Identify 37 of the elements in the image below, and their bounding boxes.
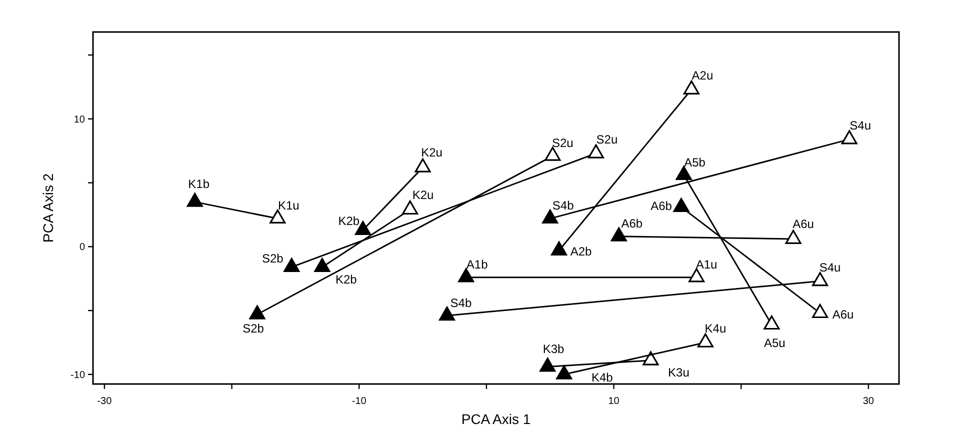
annotation: K4b bbox=[591, 370, 614, 385]
annotation: K2u bbox=[412, 188, 434, 202]
x-tick-label: 30 bbox=[862, 396, 874, 407]
annotation: K1b bbox=[188, 177, 210, 192]
x-tick-label: 10 bbox=[608, 396, 620, 407]
y-axis-title: PCA Axis 2 bbox=[40, 173, 56, 243]
y-tick-label: 10 bbox=[74, 114, 86, 126]
annotation: K4u bbox=[704, 322, 726, 336]
annotation: K3b bbox=[542, 342, 565, 356]
annotation: K3u bbox=[668, 366, 690, 380]
annotation: S2b bbox=[242, 322, 264, 336]
annotation: A6b bbox=[650, 199, 672, 214]
annotation: K2b bbox=[338, 214, 360, 228]
x-axis-title: PCA Axis 1 bbox=[461, 411, 531, 427]
y-tick-label: -10 bbox=[70, 370, 86, 381]
annotation: S2b bbox=[262, 251, 284, 266]
annotation: A2u bbox=[692, 68, 714, 83]
annotation: A6u bbox=[832, 307, 854, 322]
annotation: S4b bbox=[450, 296, 472, 310]
x-tick-label: -10 bbox=[352, 396, 367, 407]
y-tick-label: 0 bbox=[79, 242, 86, 254]
annotation: A2b bbox=[570, 244, 592, 259]
annotation: A6b bbox=[621, 216, 643, 231]
annotation: A1u bbox=[696, 258, 718, 272]
annotation: S4u bbox=[819, 260, 841, 274]
x-tick-label: -30 bbox=[97, 396, 112, 407]
annotation: K2b bbox=[336, 272, 358, 286]
annotation: A6u bbox=[792, 217, 814, 232]
annotation: S2u bbox=[552, 136, 574, 150]
annotation: S4u bbox=[850, 118, 872, 133]
annotation: S4b bbox=[552, 198, 574, 213]
annotation: A5b bbox=[684, 155, 706, 170]
annotation: S2u bbox=[596, 132, 618, 147]
annotation: A5u bbox=[764, 336, 786, 350]
annotation: K2u bbox=[421, 146, 442, 160]
annotation: K1u bbox=[278, 198, 300, 213]
annotation: A1b bbox=[466, 258, 488, 272]
